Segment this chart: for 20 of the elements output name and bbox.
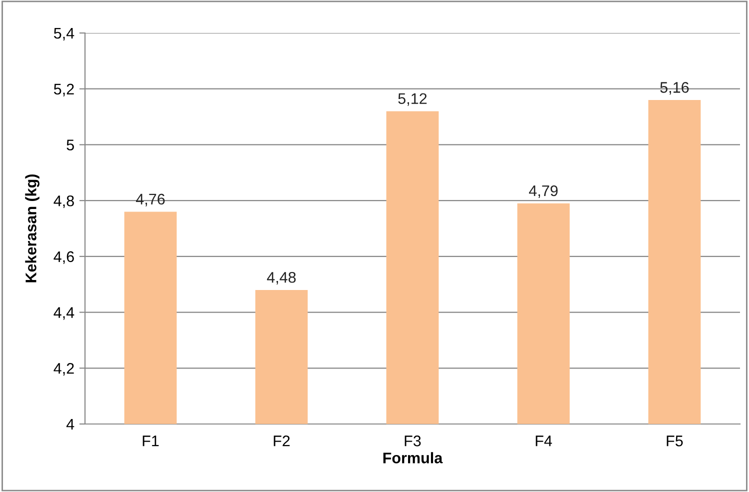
y-tick-label: 5 <box>66 140 74 150</box>
y-axis-title: Kekerasan (kg) <box>25 174 40 282</box>
y-tick-label: 5,4 <box>54 28 74 40</box>
data-label: 5,12 <box>398 93 427 106</box>
x-axis-title: Formula <box>383 452 443 464</box>
x-tick-label: F5 <box>666 436 683 446</box>
data-label: 4,79 <box>528 185 558 198</box>
x-tick-label: F3 <box>404 436 421 446</box>
data-label: 4,76 <box>136 194 165 206</box>
x-tick-label: F2 <box>274 436 290 446</box>
y-tick-label: 4 <box>66 419 74 430</box>
y-tick-label: 4,2 <box>54 363 74 376</box>
x-tick-label: F1 <box>142 436 159 446</box>
y-tick-label: 4,6 <box>54 251 74 264</box>
y-tick-label: 4,8 <box>54 195 74 208</box>
data-label: 5,16 <box>660 82 689 95</box>
data-label: 4,48 <box>266 272 296 285</box>
y-tick-label: 5,2 <box>54 84 74 96</box>
y-tick-label: 4,4 <box>54 307 74 320</box>
x-tick-label: F4 <box>536 436 552 446</box>
